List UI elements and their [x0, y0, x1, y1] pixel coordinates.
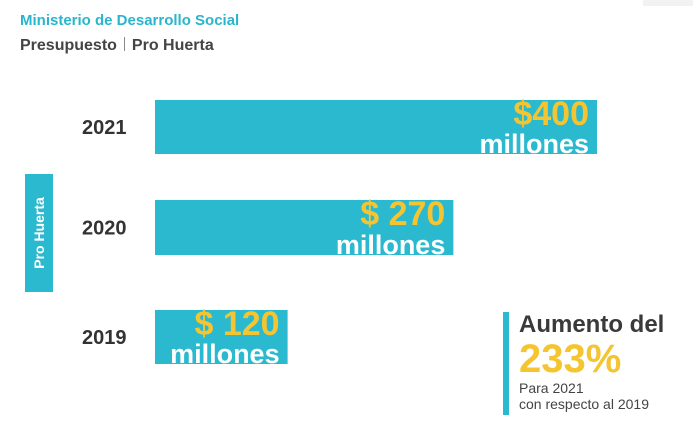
callout-line-1: Para 2021: [519, 380, 584, 396]
bar-value-label-2021: $400: [513, 95, 589, 133]
organization-title: Ministerio de Desarrollo Social: [20, 12, 240, 29]
breadcrumb-separator: [123, 37, 125, 51]
breadcrumb-section: Presupuesto: [20, 37, 117, 54]
increase-callout: Aumento del 233% Para 2021 con respecto …: [503, 312, 691, 415]
callout-percent: 233%: [519, 337, 622, 381]
bar-2021: [155, 100, 597, 154]
year-label-2020: 2020: [82, 218, 127, 240]
bar-unit-label-2019: millones: [170, 339, 280, 369]
bar-unit-label-2020: millones: [336, 230, 446, 260]
bar-value-label-2019: $ 120: [195, 305, 280, 343]
year-label-2021: 2021: [82, 117, 127, 139]
corner-decoration: [643, 0, 693, 6]
year-label-2019: 2019: [82, 327, 127, 349]
callout-line-2: con respecto al 2019: [519, 396, 649, 412]
callout-heading: Aumento del: [519, 311, 665, 338]
side-category-tab: Pro Huerta: [25, 174, 53, 292]
bar-2020: [155, 200, 454, 255]
breadcrumb: Presupuesto Pro Huerta: [20, 37, 214, 55]
bar-value-label-2020: $ 270: [360, 195, 445, 233]
bar-2019: [155, 310, 288, 364]
breadcrumb-program: Pro Huerta: [131, 37, 214, 54]
bar-unit-label-2021: millones: [479, 129, 589, 159]
